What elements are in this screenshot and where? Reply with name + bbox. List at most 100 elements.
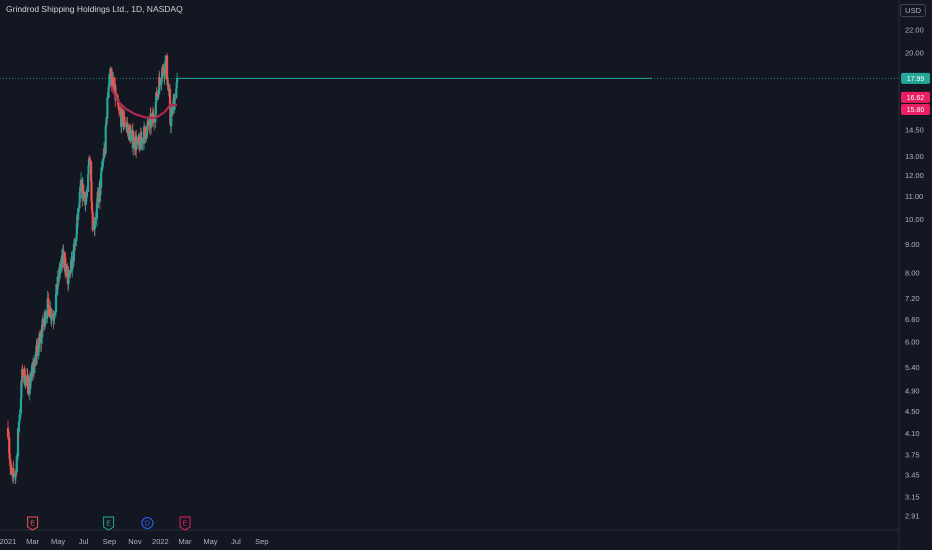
candle-body — [67, 273, 71, 277]
candle-body — [41, 329, 44, 338]
candle-body — [164, 61, 167, 74]
candle-body — [57, 276, 61, 278]
candle-body — [170, 114, 173, 127]
y-tick-label: 6.00 — [905, 338, 920, 347]
candle-body — [109, 68, 112, 76]
candle-body — [94, 220, 97, 225]
candle-body — [33, 359, 36, 374]
earnings-marker[interactable] — [27, 516, 39, 531]
candle-body — [27, 393, 30, 395]
candle-body — [39, 337, 42, 344]
candle-body — [91, 213, 94, 231]
time-axis[interactable]: 2021 Mar May Jul Sep Nov 2022 Mar May Jul Sep — [0, 537, 269, 546]
price-label-box — [901, 104, 930, 116]
candle-body — [91, 210, 94, 214]
price-label-box — [901, 91, 930, 103]
candle-body — [102, 157, 105, 159]
candle-body — [144, 132, 147, 139]
candle-body — [53, 311, 56, 317]
candle-body — [12, 467, 15, 474]
candle-body — [105, 124, 108, 127]
candle-body — [126, 125, 129, 129]
candle-body — [110, 68, 113, 87]
candle-body — [41, 319, 45, 327]
y-tick-label: 20.00 — [905, 48, 924, 57]
candle-body — [117, 105, 120, 109]
candle-body — [29, 381, 32, 386]
candle-body — [94, 219, 97, 221]
candle-body — [160, 70, 164, 79]
event-marker-label: E — [183, 521, 188, 528]
y-tick-label: 14.50 — [905, 126, 924, 135]
candle-body — [158, 81, 162, 85]
candle-body — [46, 298, 49, 314]
candle-body — [67, 276, 70, 284]
candle-body — [49, 308, 53, 319]
candle-body — [56, 276, 59, 289]
price-label-value: 16.62 — [907, 95, 925, 102]
candle-body — [97, 192, 100, 195]
candle-body — [78, 192, 81, 203]
earnings-marker[interactable] — [103, 516, 115, 531]
y-tick-label: 2.91 — [905, 512, 920, 521]
candle-body — [101, 161, 104, 168]
candle-body — [87, 165, 90, 175]
candle-body — [26, 375, 29, 376]
price-label-value: 15.80 — [907, 107, 925, 114]
candle-body — [114, 84, 117, 100]
candle-body — [85, 191, 89, 198]
y-tick-label: 8.00 — [905, 269, 920, 278]
candle-body — [165, 55, 169, 80]
dividend-marker[interactable] — [141, 517, 154, 529]
candle-body — [145, 136, 148, 139]
candle-body — [105, 117, 108, 125]
candle-body — [120, 109, 124, 111]
candle-body — [71, 255, 74, 271]
candle-body — [158, 77, 161, 95]
candle-body — [34, 352, 38, 366]
candle-body — [28, 377, 31, 395]
candle-body — [145, 125, 149, 137]
candle-body — [123, 116, 126, 126]
candle-body — [63, 252, 66, 267]
x-tick-label: Nov — [128, 537, 142, 546]
y-tick-label: 12.00 — [905, 171, 924, 180]
candle-body — [78, 202, 81, 209]
y-tick-label: 22.00 — [905, 26, 924, 35]
x-tick-label: 2022 — [152, 537, 169, 546]
candle-body — [84, 197, 88, 199]
candle-body — [72, 243, 76, 262]
candle-body — [175, 82, 178, 89]
candle-body — [52, 318, 56, 321]
candle-body — [79, 179, 83, 188]
moving-average-line — [110, 85, 178, 120]
candle-body — [11, 473, 14, 475]
candle-body — [16, 428, 20, 457]
earnings-marker[interactable] — [179, 516, 191, 531]
candle-body — [8, 453, 11, 459]
candle-body — [104, 126, 107, 154]
candle-body — [160, 78, 163, 83]
y-tick-label: 10.00 — [905, 215, 924, 224]
candle-body — [79, 187, 82, 193]
candle-body — [107, 86, 110, 98]
candle-body — [161, 67, 164, 74]
x-tick-label: May — [203, 537, 217, 546]
candle-body — [12, 473, 15, 477]
x-tick-label: May — [51, 537, 65, 546]
candle-body — [89, 161, 93, 181]
event-marker-label: E — [30, 521, 35, 528]
candle-body — [153, 119, 156, 123]
y-tick-label: 6.60 — [905, 315, 920, 324]
candle-body — [108, 73, 111, 85]
candle-body — [18, 413, 21, 421]
candle-body — [98, 182, 101, 203]
event-marker-label: E — [106, 521, 111, 528]
candle-body — [53, 316, 56, 319]
candle-body — [167, 84, 170, 91]
y-tick-label: 4.90 — [905, 386, 920, 395]
currency-button[interactable]: USD — [900, 4, 926, 17]
candle-body — [24, 375, 27, 386]
